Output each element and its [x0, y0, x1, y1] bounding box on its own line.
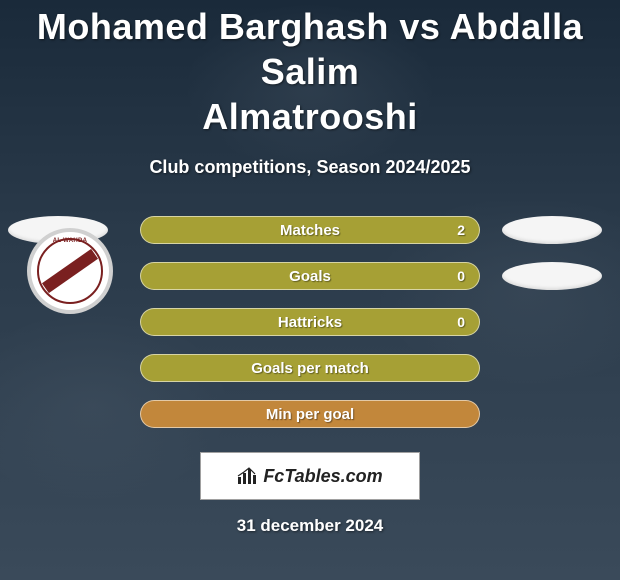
brand-text: FcTables.com	[263, 466, 382, 487]
club-badge: AL WAHDA	[20, 228, 120, 314]
bar-chart-icon	[237, 467, 257, 485]
ellipse-placeholder	[502, 216, 602, 244]
title-line-1: Mohamed Barghash vs Abdalla Salim	[37, 6, 583, 92]
stat-bar: Hattricks0	[140, 308, 480, 336]
title-line-2: Almatrooshi	[202, 96, 418, 137]
right-widget	[502, 262, 602, 290]
stat-bar: Goals0	[140, 262, 480, 290]
stat-label: Goals per match	[141, 360, 479, 377]
club-badge-stripe	[42, 249, 98, 293]
stat-bar: Min per goal	[140, 400, 480, 428]
club-badge-inner	[45, 246, 95, 296]
stat-value: 0	[457, 268, 465, 284]
stat-bar: Matches2	[140, 216, 480, 244]
stat-label: Min per goal	[141, 406, 479, 423]
stat-label: Goals	[141, 268, 479, 285]
stat-label: Hattricks	[141, 314, 479, 331]
stat-bar: Goals per match	[140, 354, 480, 382]
brand-box: FcTables.com	[200, 452, 420, 500]
stat-row: Min per goal	[0, 400, 620, 428]
page-title: Mohamed Barghash vs Abdalla Salim Almatr…	[0, 4, 620, 139]
stat-value: 2	[457, 222, 465, 238]
stat-label: Matches	[141, 222, 479, 239]
subtitle: Club competitions, Season 2024/2025	[0, 157, 620, 178]
ellipse-placeholder	[502, 262, 602, 290]
stat-row: Goals per match	[0, 354, 620, 382]
content: Mohamed Barghash vs Abdalla Salim Almatr…	[0, 0, 620, 580]
right-widget	[502, 216, 602, 244]
date-text: 31 december 2024	[0, 516, 620, 536]
stat-value: 0	[457, 314, 465, 330]
club-badge-circle: AL WAHDA	[27, 228, 113, 314]
